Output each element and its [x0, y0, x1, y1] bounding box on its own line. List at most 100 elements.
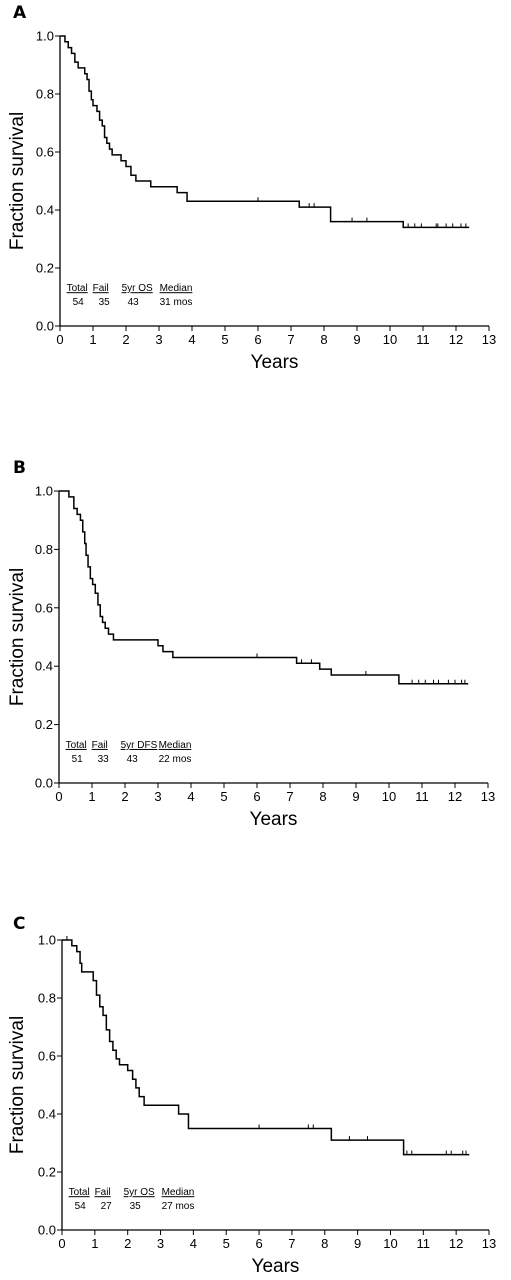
- x-tick-label: 7: [288, 1236, 295, 1251]
- stats-header: Median: [159, 740, 192, 751]
- x-tick-label: 5: [220, 789, 227, 804]
- x-tick-label: 5: [223, 1236, 230, 1251]
- x-axis-title: Years: [250, 809, 298, 830]
- survival-curve: [60, 35, 470, 229]
- stats-header: Total: [67, 283, 88, 294]
- x-tick-label: 13: [482, 1236, 496, 1251]
- stats-header: Median: [162, 1187, 195, 1198]
- survival-curve: [59, 490, 469, 685]
- chart-panel-c: 0 1 2 3 4 5 6 7 8 9 10 11 12 130.00.20.40.60.81.0Year…: [7, 933, 496, 1278]
- x-tick-label: 11: [415, 789, 429, 804]
- x-tick-label: 11: [417, 1236, 431, 1251]
- chart-panel-b: 0 1 2 3 4 5 6 7 8 9 10 11 12 130.00.20.40.60.81.0Year…: [7, 484, 495, 831]
- x-tick-label: 2: [122, 332, 129, 347]
- y-axis-title: Fraction survival: [7, 112, 28, 250]
- y-tick-label: 0.4: [36, 203, 54, 218]
- y-tick-label: 0.8: [38, 991, 56, 1006]
- x-tick-label: 1: [89, 332, 96, 347]
- stats-value: 27 mos: [162, 1201, 195, 1212]
- y-tick-label: 0.2: [36, 261, 54, 276]
- x-tick-label: 12: [449, 1236, 463, 1251]
- stats-header: 5yr DFS: [121, 740, 158, 751]
- x-tick-label: 3: [155, 332, 162, 347]
- x-tick-label: 12: [448, 789, 462, 804]
- stats-header: 5yr OS: [122, 283, 153, 294]
- x-tick-label: 7: [287, 332, 294, 347]
- x-tick-label: 10: [383, 332, 397, 347]
- x-tick-label: 13: [482, 332, 496, 347]
- x-tick-label: 7: [286, 789, 293, 804]
- y-tick-label: 0.4: [35, 659, 53, 674]
- x-tick-label: 0: [55, 789, 62, 804]
- chart-panel-a: 0 1 2 3 4 5 6 7 8 9 10 11 12 130.00.20.40.60.81.0Year…: [7, 29, 496, 374]
- x-tick-label: 2: [124, 1236, 131, 1251]
- survival-curve: [62, 939, 470, 1156]
- y-tick-label: 0.6: [35, 600, 53, 615]
- x-axis-title: Years: [251, 352, 299, 373]
- x-tick-label: 8: [321, 1236, 328, 1251]
- x-tick-label: 4: [187, 789, 194, 804]
- x-tick-label: 12: [449, 332, 463, 347]
- x-axis-title: Years: [252, 1256, 300, 1277]
- stats-value: 43: [127, 754, 139, 765]
- y-tick-label: 0.6: [36, 145, 54, 160]
- stats-header: Median: [160, 283, 193, 294]
- y-tick-label: 0.8: [35, 542, 53, 557]
- y-tick-label: 0.4: [38, 1107, 56, 1122]
- stats-header: 5yr OS: [124, 1187, 155, 1198]
- y-tick-label: 0.0: [36, 319, 54, 334]
- stats-value: 27: [101, 1201, 113, 1212]
- stats-value: 33: [98, 754, 110, 765]
- x-tick-label: 3: [157, 1236, 164, 1251]
- stats-value: 43: [128, 297, 140, 308]
- x-tick-label: 6: [254, 332, 261, 347]
- x-tick-label: 4: [188, 332, 195, 347]
- x-tick-label: 0: [58, 1236, 65, 1251]
- stats-value: 54: [73, 297, 85, 308]
- x-tick-label: 10: [382, 789, 396, 804]
- stats-header: Total: [66, 740, 87, 751]
- x-tick-label: 9: [352, 789, 359, 804]
- stats-value: 51: [72, 754, 84, 765]
- x-tick-label: 6: [253, 789, 260, 804]
- x-tick-label: 13: [481, 789, 495, 804]
- stats-value: 35: [99, 297, 111, 308]
- y-tick-label: 0.0: [38, 1223, 56, 1238]
- y-tick-label: 0.8: [36, 87, 54, 102]
- x-tick-label: 0: [56, 332, 63, 347]
- x-tick-label: 4: [190, 1236, 197, 1251]
- x-tick-label: 8: [320, 332, 327, 347]
- y-axis-title: Fraction survival: [7, 568, 28, 706]
- panel-letter-c: C: [13, 914, 26, 934]
- x-tick-label: 8: [319, 789, 326, 804]
- y-tick-label: 1.0: [35, 484, 53, 499]
- x-tick-label: 6: [255, 1236, 262, 1251]
- y-tick-label: 0.2: [38, 1165, 56, 1180]
- stats-header: Fail: [95, 1187, 111, 1198]
- x-tick-label: 2: [121, 789, 128, 804]
- stats-value: 31 mos: [160, 297, 193, 308]
- x-tick-label: 1: [91, 1236, 98, 1251]
- x-tick-label: 5: [221, 332, 228, 347]
- x-tick-label: 3: [154, 789, 161, 804]
- x-tick-label: 1: [88, 789, 95, 804]
- stats-value: 54: [75, 1201, 87, 1212]
- x-tick-label: 9: [353, 332, 360, 347]
- y-tick-label: 1.0: [38, 933, 56, 948]
- stats-header: Fail: [92, 740, 108, 751]
- y-tick-label: 1.0: [36, 29, 54, 44]
- panel-letter-a: A: [13, 3, 27, 23]
- stats-value: 22 mos: [159, 754, 192, 765]
- x-tick-label: 10: [383, 1236, 397, 1251]
- y-tick-label: 0.6: [38, 1049, 56, 1064]
- x-tick-label: 11: [416, 332, 430, 347]
- y-tick-label: 0.2: [35, 717, 53, 732]
- stats-value: 35: [130, 1201, 142, 1212]
- panel-letter-b: B: [13, 458, 26, 478]
- stats-header: Total: [69, 1187, 90, 1198]
- x-tick-label: 9: [354, 1236, 361, 1251]
- y-axis-title: Fraction survival: [7, 1016, 28, 1154]
- y-tick-label: 0.0: [35, 776, 53, 791]
- stats-header: Fail: [93, 283, 109, 294]
